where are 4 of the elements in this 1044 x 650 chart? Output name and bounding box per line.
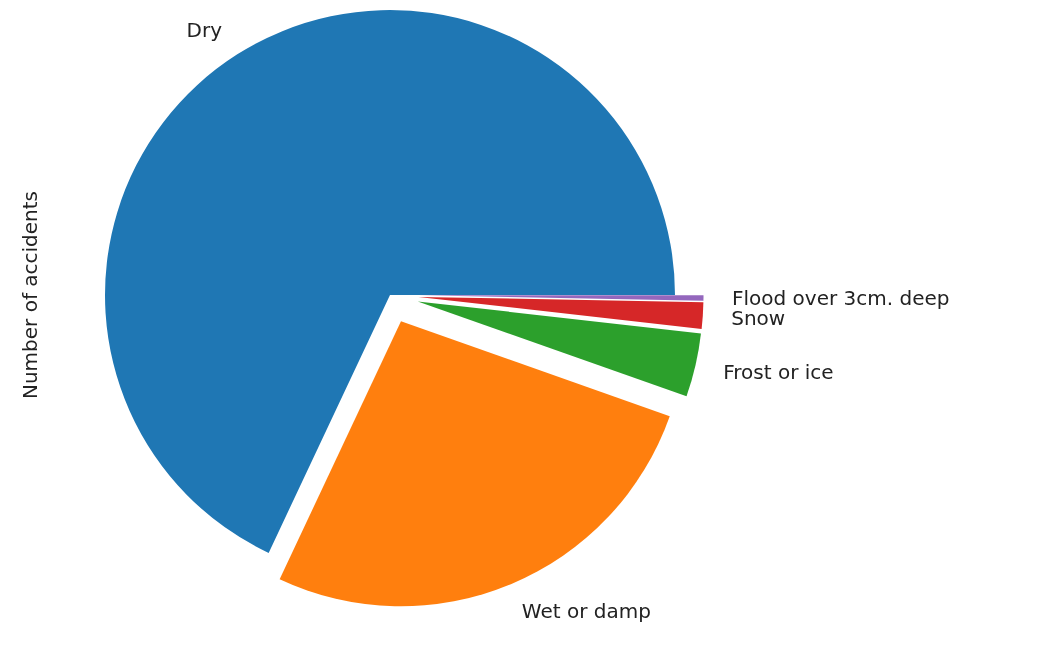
text: Number of accidents: [18, 190, 42, 400]
slice-label: Wet or damp: [521, 598, 651, 623]
slice-label: Dry: [186, 18, 223, 43]
slice-label: Frost or ice: [723, 359, 834, 384]
